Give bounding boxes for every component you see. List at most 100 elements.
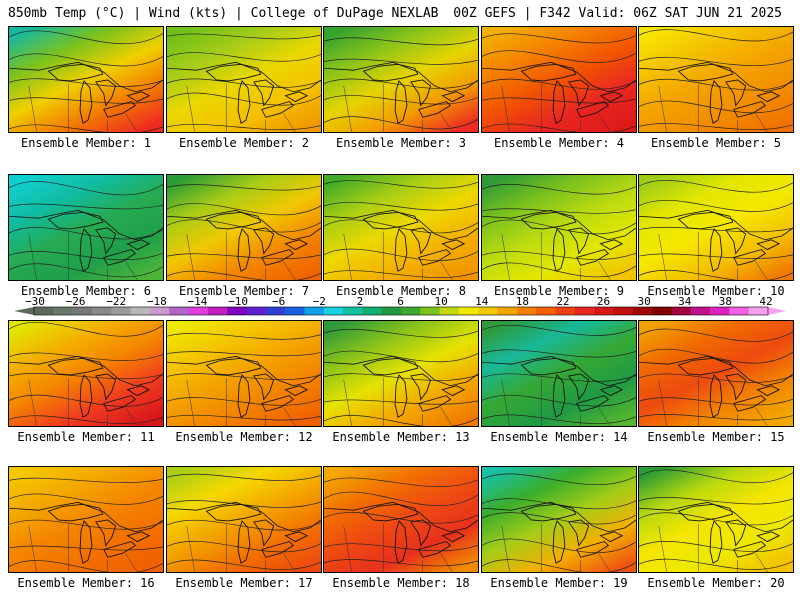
contour-line <box>324 248 478 261</box>
state-border <box>186 379 195 426</box>
state-border <box>440 407 453 426</box>
contour-line <box>9 394 163 407</box>
contour-line <box>167 373 321 381</box>
state-border <box>501 85 510 132</box>
state-border <box>125 113 138 132</box>
country-border <box>324 209 478 241</box>
temperature-map <box>167 175 321 280</box>
state-border <box>598 113 611 132</box>
great-lakes-outline <box>520 503 624 564</box>
contour-line <box>167 519 321 531</box>
temperature-field <box>324 467 478 572</box>
great-lakes-outline <box>677 211 781 272</box>
colorbar-tick-label: 2 <box>357 296 364 308</box>
colorbar-tick-label: 10 <box>434 296 447 308</box>
contour-line <box>9 53 163 67</box>
colorbar-swatch <box>497 307 518 315</box>
contour-line <box>167 253 321 260</box>
contour-line <box>167 473 321 482</box>
ensemble-member-label: Ensemble Member: 17 <box>175 576 313 590</box>
great-lakes-outline <box>47 357 151 418</box>
state-border <box>125 553 138 572</box>
contour-line <box>324 180 478 189</box>
ensemble-member-panel <box>8 320 164 427</box>
great-lakes-outline <box>205 211 309 272</box>
contour-line <box>482 512 636 525</box>
country-border <box>482 355 636 387</box>
colorbar-swatch <box>613 307 634 315</box>
colorbar-swatch <box>420 307 440 315</box>
great-lakes-outline <box>205 63 309 124</box>
contour-line <box>324 201 478 211</box>
contour-line <box>324 219 478 234</box>
ensemble-member-panel <box>323 26 479 133</box>
country-border <box>167 61 321 93</box>
contour-line <box>482 538 636 554</box>
colorbar-swatch <box>710 307 730 315</box>
state-border <box>658 379 667 426</box>
colorbar-tick-label: −6 <box>272 296 285 308</box>
contour-line <box>167 270 321 280</box>
country-border <box>9 355 163 387</box>
colorbar-swatch <box>343 307 363 315</box>
ensemble-member-panel <box>166 26 322 133</box>
contour-line <box>482 208 636 214</box>
contour-line <box>9 227 163 240</box>
temperature-field <box>482 321 636 426</box>
temperature-field <box>167 467 321 572</box>
colorbar-swatch <box>130 307 151 315</box>
temperature-map <box>324 321 478 426</box>
contour-line <box>639 397 793 406</box>
contour-line <box>324 399 478 405</box>
great-lakes-outline <box>677 503 781 564</box>
colorbar-tick-label: −22 <box>106 296 126 308</box>
ensemble-member-panel <box>8 466 164 573</box>
country-border <box>167 501 321 533</box>
temperature-map <box>9 27 163 132</box>
contour-line <box>9 124 163 132</box>
country-border <box>639 501 793 533</box>
state-border <box>755 407 768 426</box>
country-border <box>639 61 793 93</box>
state-border <box>28 525 37 572</box>
ensemble-member-label: Ensemble Member: 16 <box>17 576 155 590</box>
colorbar-swatch <box>362 307 382 315</box>
colorbar-swatch <box>574 307 595 315</box>
temperature-field <box>167 27 321 132</box>
colorbar-swatch <box>690 307 711 315</box>
ensemble-member-label: Ensemble Member: 13 <box>332 430 470 444</box>
state-border <box>28 379 37 426</box>
ensemble-member-label: Ensemble Member: 9 <box>493 284 625 298</box>
great-lakes-outline <box>205 503 309 564</box>
contour-line <box>324 270 478 278</box>
ensemble-member-label: Ensemble Member: 18 <box>332 576 470 590</box>
colorbar-right-arrow <box>768 307 786 315</box>
colorbar-tick-label: 6 <box>397 296 404 308</box>
colorbar-swatch <box>478 307 498 315</box>
state-border <box>755 553 768 572</box>
state-border <box>125 261 138 280</box>
colorbar-swatch <box>169 307 189 315</box>
contour-line <box>639 226 793 233</box>
contour-line <box>639 469 793 484</box>
colorbar-swatch <box>188 307 209 315</box>
colorbar-swatch <box>265 307 286 315</box>
great-lakes-outline <box>362 211 466 272</box>
contour-line <box>482 414 636 424</box>
country-border <box>639 355 793 387</box>
contour-line <box>9 477 163 483</box>
ensemble-member-panel <box>481 26 637 133</box>
colorbar-swatch <box>652 307 672 315</box>
colorbar-tick-label: 14 <box>475 296 489 308</box>
temperature-map <box>482 321 636 426</box>
contour-line <box>167 92 321 106</box>
colorbar-swatch <box>246 307 267 315</box>
temperature-map <box>639 321 793 426</box>
contour-line <box>482 219 636 235</box>
temperature-field <box>324 175 478 280</box>
country-border <box>482 61 636 93</box>
temperature-colorbar: −30 −26 −22 −18 −14 −10 −6 −2 2 6 10 14 18 22 26 30 34 38… <box>14 296 786 316</box>
ensemble-member-label: Ensemble Member: 15 <box>647 430 785 444</box>
colorbar-swatch <box>381 307 402 315</box>
contour-line <box>167 184 321 191</box>
